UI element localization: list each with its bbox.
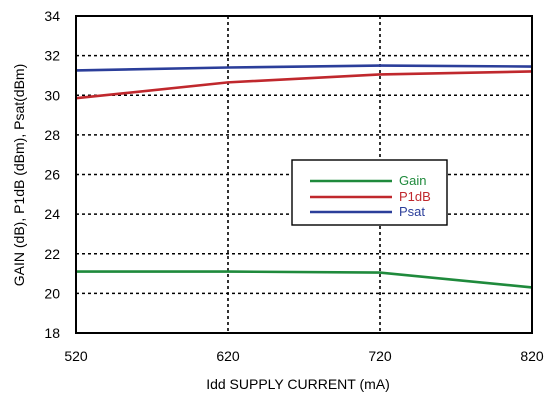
series-line-p1db <box>75 70 533 100</box>
x-tick-labels: 520 620 720 820 <box>64 348 544 364</box>
y-axis-label: GAIN (dB), P1dB (dBm), Psat(dBm) <box>11 64 27 287</box>
y-tick-label: 34 <box>44 8 60 24</box>
x-axis-label: Idd SUPPLY CURRENT (mA) <box>206 376 390 392</box>
y-tick-label: 32 <box>44 48 60 64</box>
y-tick-label: 30 <box>44 87 60 103</box>
legend-label-psat: Psat <box>399 204 425 219</box>
grid-lines <box>76 16 532 333</box>
plot-frame <box>75 15 533 334</box>
series-lines <box>75 64 533 289</box>
y-tick-label: 26 <box>44 167 60 183</box>
legend-box <box>291 159 448 226</box>
legend-label-p1db: P1dB <box>399 189 431 204</box>
x-tick-label: 720 <box>368 348 392 364</box>
legend-label-gain: Gain <box>399 173 426 188</box>
y-tick-label: 20 <box>44 285 60 301</box>
y-tick-labels: 18 20 22 24 26 28 30 32 34 <box>44 8 60 341</box>
series-line-gain <box>76 270 533 289</box>
x-tick-label: 820 <box>520 348 544 364</box>
series-line-psat <box>75 64 533 72</box>
x-tick-label: 620 <box>216 348 240 364</box>
y-tick-label: 18 <box>44 325 60 341</box>
y-tick-label: 24 <box>44 206 60 222</box>
y-tick-label: 28 <box>44 127 60 143</box>
x-tick-label: 520 <box>64 348 88 364</box>
y-tick-label: 22 <box>44 246 60 262</box>
